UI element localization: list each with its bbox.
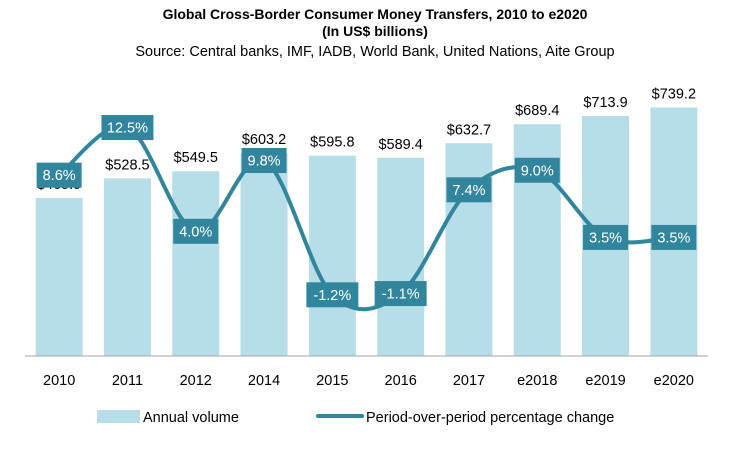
bar-2015 [308,155,356,356]
x-tick-e2019: e2019 [585,373,625,389]
bar-label-2017: $632.7 [447,122,491,138]
bar-label-2016: $589.4 [378,137,422,153]
pct-label-2016: -1.1% [382,287,420,303]
legend-swatch-annual-volume [97,410,140,423]
x-tick-2011: 2011 [112,373,143,389]
pct-label-2017: 7.4% [452,183,485,199]
bar-2014 [240,153,288,356]
pct-box-2010 [36,162,82,188]
x-tick-2012: 2012 [180,373,212,389]
bar-label-2011: $528.5 [105,157,149,173]
pct-box-2016 [374,281,427,307]
chart-title: Global Cross-Border Consumer Money Trans… [163,6,588,22]
bar-2011 [103,178,151,356]
pct-box-e2020 [651,224,697,250]
chart-subtitle: Source: Central banks, IMF, IADB, World … [135,44,614,60]
legend-label-percent-change: Period-over-period percentage change [366,410,614,426]
x-axis-ticks: 2010 2011 2012 2014 2015 2016 2017 e2018 e2019 e2… [43,373,694,389]
x-tick-2010: 2010 [43,373,75,389]
percent-change-line [57,124,676,312]
x-tick-e2018: e2018 [517,373,557,389]
bar-2010 [35,197,83,356]
pct-label-2012: 4.0% [179,224,212,240]
x-tick-e2020: e2020 [654,373,694,389]
bar-2016 [377,157,425,356]
pct-label-e2020: 3.5% [657,230,690,246]
pct-label-e2018: 9.0% [521,163,554,179]
percent-change-labels: 8.6% 12.5% 4.0% 9.8% -1.2% -1.1% 7.4% 9.0% 3.5% 3… [36,115,697,308]
legend: Annual volume Period-over-period percent… [97,410,614,426]
bar-label-2012: $549.5 [174,150,218,166]
pct-box-2014 [241,147,287,173]
bar-value-labels: $469.9$528.5$549.5$603.2$595.8$589.4$632… [37,86,696,193]
pct-box-2012 [173,218,219,244]
pct-label-e2019: 3.5% [589,230,622,246]
pct-box-2011 [101,115,154,141]
pct-label-2015: -1.2% [313,288,351,304]
bar-2012 [172,171,220,356]
bar-label-e2020: $739.2 [652,86,696,102]
x-tick-2016: 2016 [385,373,417,389]
x-tick-2014: 2014 [248,373,280,389]
bar-label-2015: $595.8 [310,135,354,151]
chart-title-units: (In US$ billions) [322,23,428,39]
bar-label-e2018: $689.4 [515,103,559,119]
pct-label-2014: 9.8% [248,153,281,169]
pct-box-2017 [446,177,492,203]
bar-label-2014: $603.2 [242,132,286,148]
bar-label-e2019: $713.9 [583,95,627,111]
x-tick-2015: 2015 [316,373,348,389]
pct-box-e2018 [514,157,560,183]
x-tick-2017: 2017 [453,373,485,389]
pct-box-2015 [306,282,359,308]
pct-label-2011: 12.5% [107,121,148,137]
legend-label-annual-volume: Annual volume [143,410,239,426]
pct-label-2010: 8.6% [43,168,76,184]
pct-box-e2019 [583,224,629,250]
